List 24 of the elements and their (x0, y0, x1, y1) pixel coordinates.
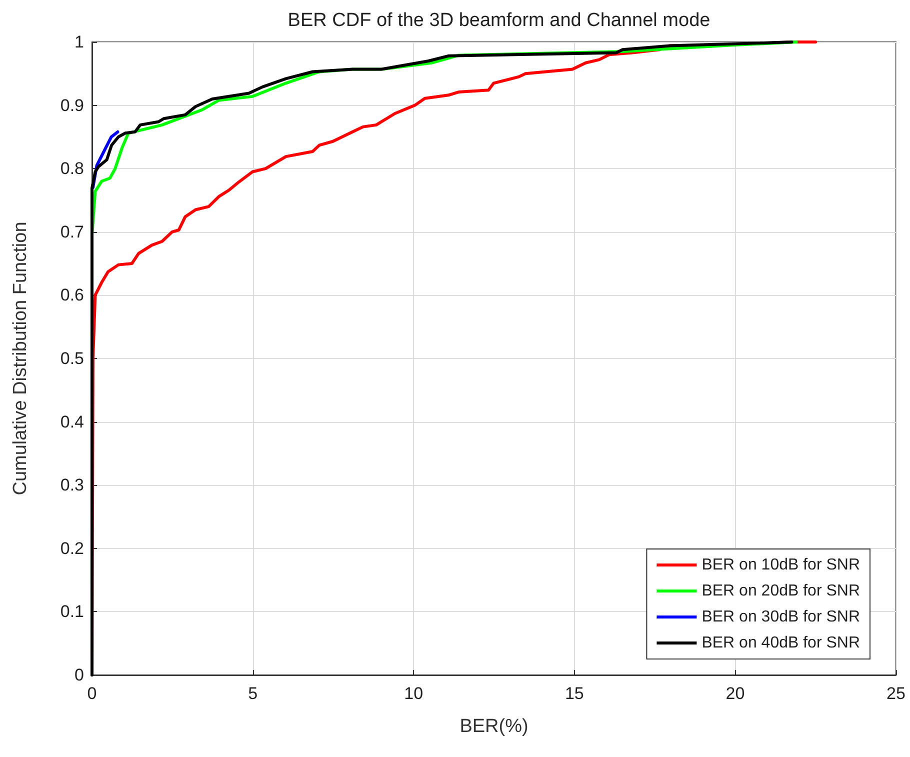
legend-label: BER on 40dB for SNR (702, 634, 860, 652)
y-tick-label: 0 (74, 666, 84, 684)
y-tick-label: 0.5 (60, 349, 84, 368)
y-tick-label: 1 (74, 32, 84, 52)
y-tick-label: 0.7 (60, 222, 84, 242)
y-tick-label: 0.3 (60, 476, 84, 495)
legend-label: BER on 20dB for SNR (702, 582, 860, 600)
y-tick-label: 0.6 (60, 286, 84, 305)
x-tick-label: 20 (726, 684, 745, 703)
x-tick-label: 15 (564, 684, 584, 703)
y-tick-label: 0.4 (60, 412, 84, 432)
x-tick-label: 0 (87, 684, 97, 703)
legend-label: BER on 30dB for SNR (702, 608, 860, 626)
x-tick-label: 5 (248, 684, 258, 703)
x-tick-label: 10 (404, 684, 424, 703)
x-axis-title: BER(%) (460, 716, 528, 737)
y-tick-label: 0.9 (60, 96, 84, 115)
x-tick-label: 25 (886, 684, 906, 703)
legend-label: BER on 10dB for SNR (702, 556, 860, 574)
y-tick-label: 0.8 (60, 159, 84, 178)
chart-title: BER CDF of the 3D beamform and Channel mode (288, 10, 710, 31)
y-tick-label: 0.1 (60, 602, 84, 622)
y-tick-label: 0.2 (60, 538, 84, 558)
y-axis-title: Cumulative Distribution Function (10, 222, 31, 496)
